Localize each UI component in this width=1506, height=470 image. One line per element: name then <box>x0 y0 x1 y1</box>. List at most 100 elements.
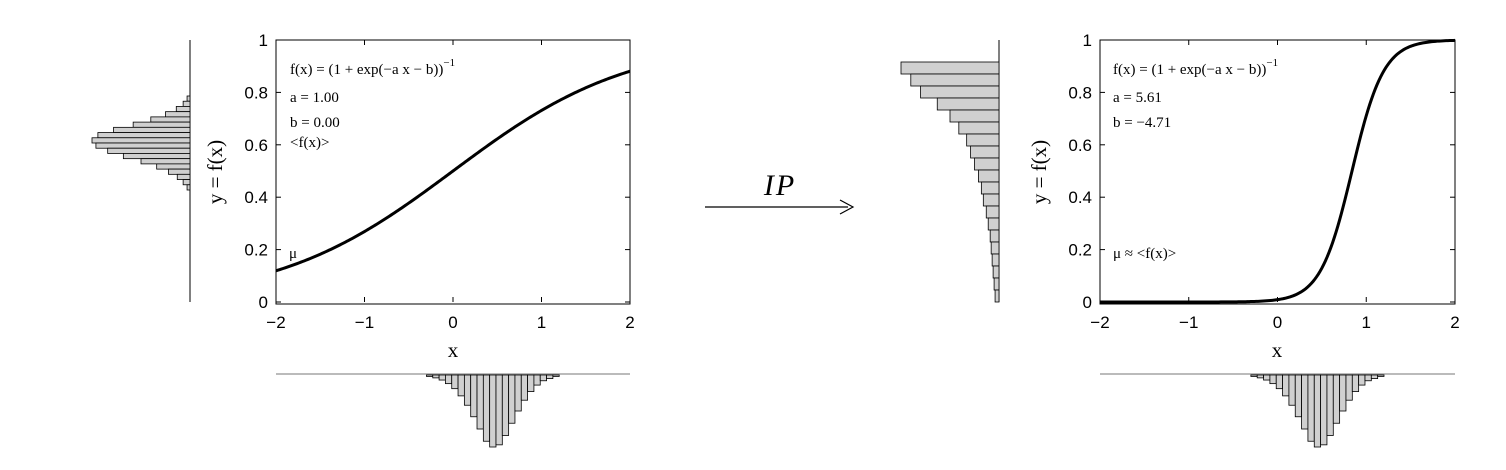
transform-arrow: IP <box>705 169 855 215</box>
x-tick-label: 0 <box>448 313 457 332</box>
y-tick-label: 1 <box>259 31 268 50</box>
right-formula: f(x) = (1 + exp(−a x − b))−1 <box>1113 57 1278 78</box>
x-hist-bar <box>1250 374 1258 377</box>
right-plot-frame <box>1099 39 1456 305</box>
y-hist-bar <box>993 277 1000 291</box>
y-tick-label: 0.4 <box>244 188 268 207</box>
x-tick-label: 2 <box>625 313 634 332</box>
y-hist-bar <box>107 147 191 154</box>
x-hist-bar <box>1256 374 1264 379</box>
x-tick-label: 2 <box>1450 313 1459 332</box>
x-hist-bar <box>463 374 472 406</box>
y-tick-label: 0.8 <box>244 83 268 102</box>
x-hist-bar <box>539 374 547 382</box>
y-hist-bar <box>122 153 191 160</box>
y-tick-label: 0 <box>1083 293 1092 312</box>
y-hist-bar <box>186 184 191 191</box>
y-hist-bar <box>966 133 1000 147</box>
x-hist-bar <box>1275 374 1283 390</box>
left-y-histogram <box>91 95 191 191</box>
right-sigmoid-curve <box>1100 38 1456 304</box>
right-y-ticks: 0 0.2 0.4 0.6 0.8 1 <box>1068 31 1455 312</box>
y-hist-bar <box>168 168 191 175</box>
x-hist-bar <box>445 374 453 385</box>
right-param-a: a = 5.61 <box>1113 90 1162 106</box>
y-hist-bar <box>991 253 1000 267</box>
x-tick-label: 1 <box>1362 313 1371 332</box>
y-hist-bar <box>910 73 1000 87</box>
y-hist-bar <box>91 137 191 144</box>
y-hist-bar <box>987 217 1000 231</box>
y-hist-bar <box>165 111 191 118</box>
y-hist-bar <box>97 132 191 139</box>
x-hist-bar <box>1332 374 1341 424</box>
y-hist-bar <box>186 95 191 102</box>
x-hist-bar <box>426 374 434 377</box>
left-mean-output-label: <f(x)> <box>290 135 329 151</box>
right-y-histogram <box>900 61 1000 303</box>
y-hist-bar <box>176 173 191 180</box>
x-hist-bar <box>470 374 478 418</box>
x-hist-bar <box>1351 374 1360 392</box>
x-hist-bar <box>489 374 497 448</box>
y-hist-bar <box>936 97 1000 111</box>
left-param-a: a = 1.00 <box>290 90 339 106</box>
x-hist-bar <box>1301 374 1309 430</box>
x-hist-bar <box>482 374 491 442</box>
x-hist-bar <box>533 374 541 386</box>
x-tick-label: 1 <box>537 313 546 332</box>
x-hist-bar <box>457 374 465 397</box>
left-sigmoid-curve <box>275 69 631 273</box>
left-formula-exponent: −1 <box>443 57 455 69</box>
right-y-axis-label: y = f(x) <box>1027 140 1051 204</box>
y-hist-bar <box>140 158 191 165</box>
right-x-histogram <box>1250 374 1385 448</box>
y-hist-bar <box>982 193 1000 207</box>
x-tick-label: −1 <box>1179 313 1198 332</box>
right-param-b: b = −4.71 <box>1113 115 1171 131</box>
right-formula-exponent: −1 <box>1266 57 1278 69</box>
y-hist-bar <box>980 181 1000 195</box>
x-hist-bar <box>1364 374 1372 382</box>
y-hist-bar <box>992 265 1000 279</box>
y-tick-label: 0.6 <box>244 136 268 155</box>
y-hist-bar <box>156 163 191 170</box>
arrow-head <box>839 199 855 215</box>
y-tick-label: 0.4 <box>1068 188 1092 207</box>
y-hist-bar <box>182 100 191 107</box>
y-tick-label: 0.8 <box>1068 83 1092 102</box>
x-hist-bar <box>1320 374 1328 446</box>
x-hist-bar <box>1282 374 1290 397</box>
y-hist-bar <box>150 116 191 123</box>
left-mu-label: μ <box>289 246 297 262</box>
x-hist-bar <box>1313 374 1322 448</box>
x-hist-bar <box>1294 374 1302 418</box>
x-hist-bar <box>476 374 484 430</box>
y-hist-bar <box>132 121 191 128</box>
left-param-b: b = 0.00 <box>290 115 340 131</box>
left-x-axis-label: x <box>448 338 459 362</box>
y-hist-bar <box>182 179 191 186</box>
y-hist-bar <box>949 109 1000 123</box>
left-panel: −2 −1 0 1 2 0 0.2 0.4 0.6 0.8 1 x y = f(x) f(x) =… <box>91 31 635 448</box>
y-tick-label: 0.2 <box>1068 241 1092 260</box>
x-hist-bar <box>432 374 440 379</box>
y-hist-bar <box>989 229 1000 243</box>
y-hist-bar <box>95 142 191 149</box>
y-hist-bar <box>978 169 1000 183</box>
y-hist-bar <box>970 145 1000 159</box>
x-tick-label: 0 <box>1273 313 1282 332</box>
y-tick-label: 0.6 <box>1068 136 1092 155</box>
left-y-axis-label: y = f(x) <box>203 140 227 204</box>
x-hist-bar <box>527 374 535 392</box>
y-hist-bar <box>985 205 1000 219</box>
x-hist-bar <box>520 374 528 401</box>
left-formula: f(x) = (1 + exp(−a x − b))−1 <box>290 57 455 78</box>
x-hist-bar <box>546 374 554 379</box>
x-tick-label: −2 <box>1090 313 1109 332</box>
x-hist-bar <box>1339 374 1347 412</box>
x-hist-bar <box>514 374 522 412</box>
x-tick-label: −1 <box>355 313 374 332</box>
x-hist-bar <box>1358 374 1366 386</box>
